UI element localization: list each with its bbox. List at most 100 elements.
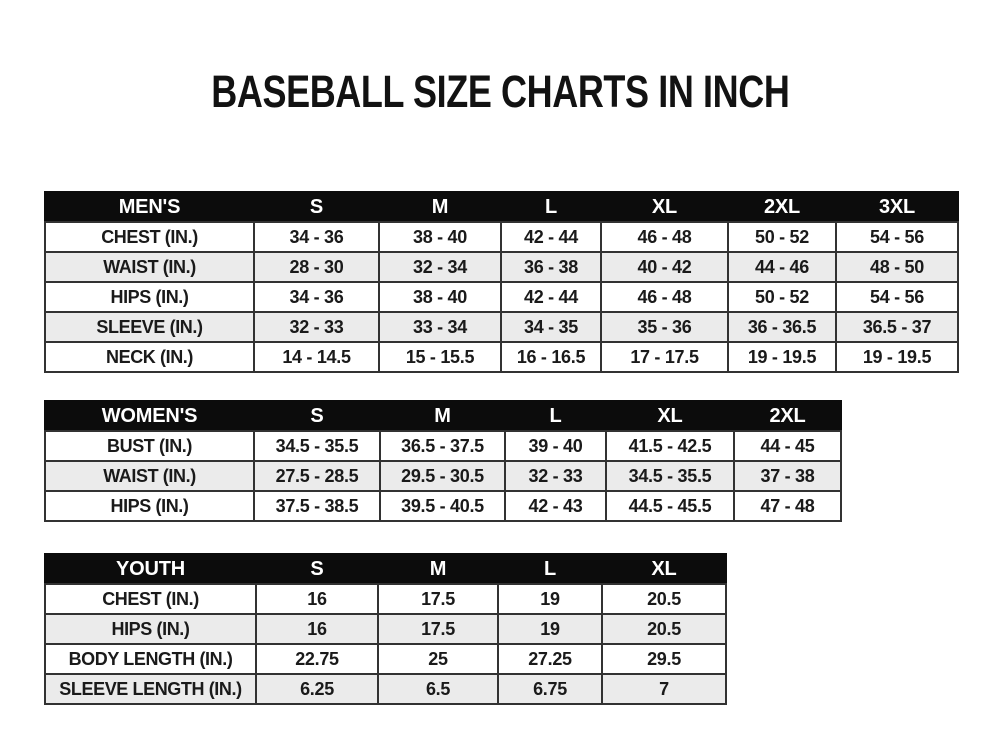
size-value-cell: 16 - 16.5 <box>500 341 602 373</box>
size-value-cell: 27.5 - 28.5 <box>253 460 381 492</box>
table-row: CHEST (IN.) 16 17.5 19 20.5 <box>44 583 727 615</box>
size-value-cell: 34.5 - 35.5 <box>605 460 735 492</box>
size-value-cell: 32 - 33 <box>253 311 380 343</box>
size-value-cell: 50 - 52 <box>727 281 837 313</box>
size-value-cell: 25 <box>377 643 499 675</box>
page-header: BASEBALL SIZE CHARTS IN INCH <box>0 66 1000 118</box>
page-title: BASEBALL SIZE CHARTS IN INCH <box>210 66 790 117</box>
table-row: SLEEVE LENGTH (IN.) 6.25 6.5 6.75 7 <box>44 673 727 705</box>
size-value-cell: 48 - 50 <box>835 251 959 283</box>
size-value-cell: 27.25 <box>497 643 603 675</box>
size-col-header: 2XL <box>727 191 837 223</box>
size-value-cell: 17.5 <box>377 583 499 615</box>
table-header-row: YOUTH S M L XL <box>44 553 727 585</box>
row-label: CHEST (IN.) <box>44 221 255 253</box>
size-value-cell: 34 - 36 <box>253 281 380 313</box>
table-row: SLEEVE (IN.) 32 - 33 33 - 34 34 - 35 35 - 36… <box>44 311 959 343</box>
size-value-cell: 39.5 - 40.5 <box>379 490 506 522</box>
size-col-header: M <box>377 553 499 585</box>
size-value-cell: 22.75 <box>255 643 379 675</box>
row-label: HIPS (IN.) <box>44 613 257 645</box>
size-value-cell: 44.5 - 45.5 <box>605 490 735 522</box>
table-group-label: WOMEN'S <box>44 400 255 432</box>
size-value-cell: 36 - 36.5 <box>727 311 837 343</box>
table-group-label: YOUTH <box>44 553 257 585</box>
size-value-cell: 37 - 38 <box>733 460 842 492</box>
table-row: HIPS (IN.) 34 - 36 38 - 40 42 - 44 46 - 48 50… <box>44 281 959 313</box>
size-value-cell: 54 - 56 <box>835 221 959 253</box>
size-value-cell: 29.5 <box>601 643 727 675</box>
size-col-header: S <box>253 400 381 432</box>
size-value-cell: 36.5 - 37 <box>835 311 959 343</box>
table-header-row: MEN'S S M L XL 2XL 3XL <box>44 191 959 223</box>
size-col-header: L <box>500 191 602 223</box>
size-value-cell: 54 - 56 <box>835 281 959 313</box>
size-value-cell: 36 - 38 <box>500 251 602 283</box>
row-label: BODY LENGTH (IN.) <box>44 643 257 675</box>
size-value-cell: 19 <box>497 613 603 645</box>
table-row: CHEST (IN.) 34 - 36 38 - 40 42 - 44 46 - 48 5… <box>44 221 959 253</box>
row-label: HIPS (IN.) <box>44 490 255 522</box>
row-label: NECK (IN.) <box>44 341 255 373</box>
size-value-cell: 44 - 46 <box>727 251 837 283</box>
size-value-cell: 38 - 40 <box>378 281 502 313</box>
size-value-cell: 35 - 36 <box>600 311 729 343</box>
size-value-cell: 20.5 <box>601 613 727 645</box>
table-row: BUST (IN.) 34.5 - 35.5 36.5 - 37.5 39 - 40 4… <box>44 430 842 462</box>
row-label: WAIST (IN.) <box>44 460 255 492</box>
size-value-cell: 42 - 44 <box>500 281 602 313</box>
size-value-cell: 19 - 19.5 <box>835 341 959 373</box>
size-value-cell: 39 - 40 <box>504 430 607 462</box>
size-value-cell: 32 - 33 <box>504 460 607 492</box>
size-value-cell: 41.5 - 42.5 <box>605 430 735 462</box>
size-col-header: XL <box>601 553 727 585</box>
size-value-cell: 6.25 <box>255 673 379 705</box>
table-row: WAIST (IN.) 27.5 - 28.5 29.5 - 30.5 32 - 33… <box>44 460 842 492</box>
size-value-cell: 47 - 48 <box>733 490 842 522</box>
youth-size-table: YOUTH S M L XL CHEST (IN.) 16 17.5 19 20.5 HIPS (I… <box>44 553 727 705</box>
size-value-cell: 36.5 - 37.5 <box>379 430 506 462</box>
size-col-header: M <box>379 400 506 432</box>
size-value-cell: 16 <box>255 613 379 645</box>
size-value-cell: 42 - 43 <box>504 490 607 522</box>
size-value-cell: 6.75 <box>497 673 603 705</box>
size-col-header: M <box>378 191 502 223</box>
table-row: HIPS (IN.) 37.5 - 38.5 39.5 - 40.5 42 - 43 4… <box>44 490 842 522</box>
row-label: CHEST (IN.) <box>44 583 257 615</box>
size-value-cell: 14 - 14.5 <box>253 341 380 373</box>
size-value-cell: 34 - 35 <box>500 311 602 343</box>
size-value-cell: 29.5 - 30.5 <box>379 460 506 492</box>
size-value-cell: 46 - 48 <box>600 221 729 253</box>
size-value-cell: 32 - 34 <box>378 251 502 283</box>
table-header-row: WOMEN'S S M L XL 2XL <box>44 400 842 432</box>
size-col-header: S <box>253 191 380 223</box>
size-value-cell: 15 - 15.5 <box>378 341 502 373</box>
size-value-cell: 17 - 17.5 <box>600 341 729 373</box>
size-value-cell: 40 - 42 <box>600 251 729 283</box>
size-col-header: XL <box>605 400 735 432</box>
size-col-header: L <box>497 553 603 585</box>
row-label: SLEEVE LENGTH (IN.) <box>44 673 257 705</box>
size-value-cell: 16 <box>255 583 379 615</box>
size-value-cell: 6.5 <box>377 673 499 705</box>
size-value-cell: 34 - 36 <box>253 221 380 253</box>
size-value-cell: 37.5 - 38.5 <box>253 490 381 522</box>
row-label: WAIST (IN.) <box>44 251 255 283</box>
table-row: NECK (IN.) 14 - 14.5 15 - 15.5 16 - 16.5 17 … <box>44 341 959 373</box>
size-col-header: S <box>255 553 379 585</box>
size-value-cell: 50 - 52 <box>727 221 837 253</box>
size-value-cell: 17.5 <box>377 613 499 645</box>
size-col-header: L <box>504 400 607 432</box>
row-label: BUST (IN.) <box>44 430 255 462</box>
table-group-label: MEN'S <box>44 191 255 223</box>
table-row: HIPS (IN.) 16 17.5 19 20.5 <box>44 613 727 645</box>
size-col-header: 2XL <box>733 400 842 432</box>
size-value-cell: 7 <box>601 673 727 705</box>
table-row: WAIST (IN.) 28 - 30 32 - 34 36 - 38 40 - 42 4… <box>44 251 959 283</box>
mens-size-table: MEN'S S M L XL 2XL 3XL CHEST (IN.) 34 - 36 38 - 4… <box>44 191 959 373</box>
size-col-header: XL <box>600 191 729 223</box>
size-value-cell: 19 <box>497 583 603 615</box>
size-value-cell: 42 - 44 <box>500 221 602 253</box>
size-col-header: 3XL <box>835 191 959 223</box>
size-value-cell: 34.5 - 35.5 <box>253 430 381 462</box>
